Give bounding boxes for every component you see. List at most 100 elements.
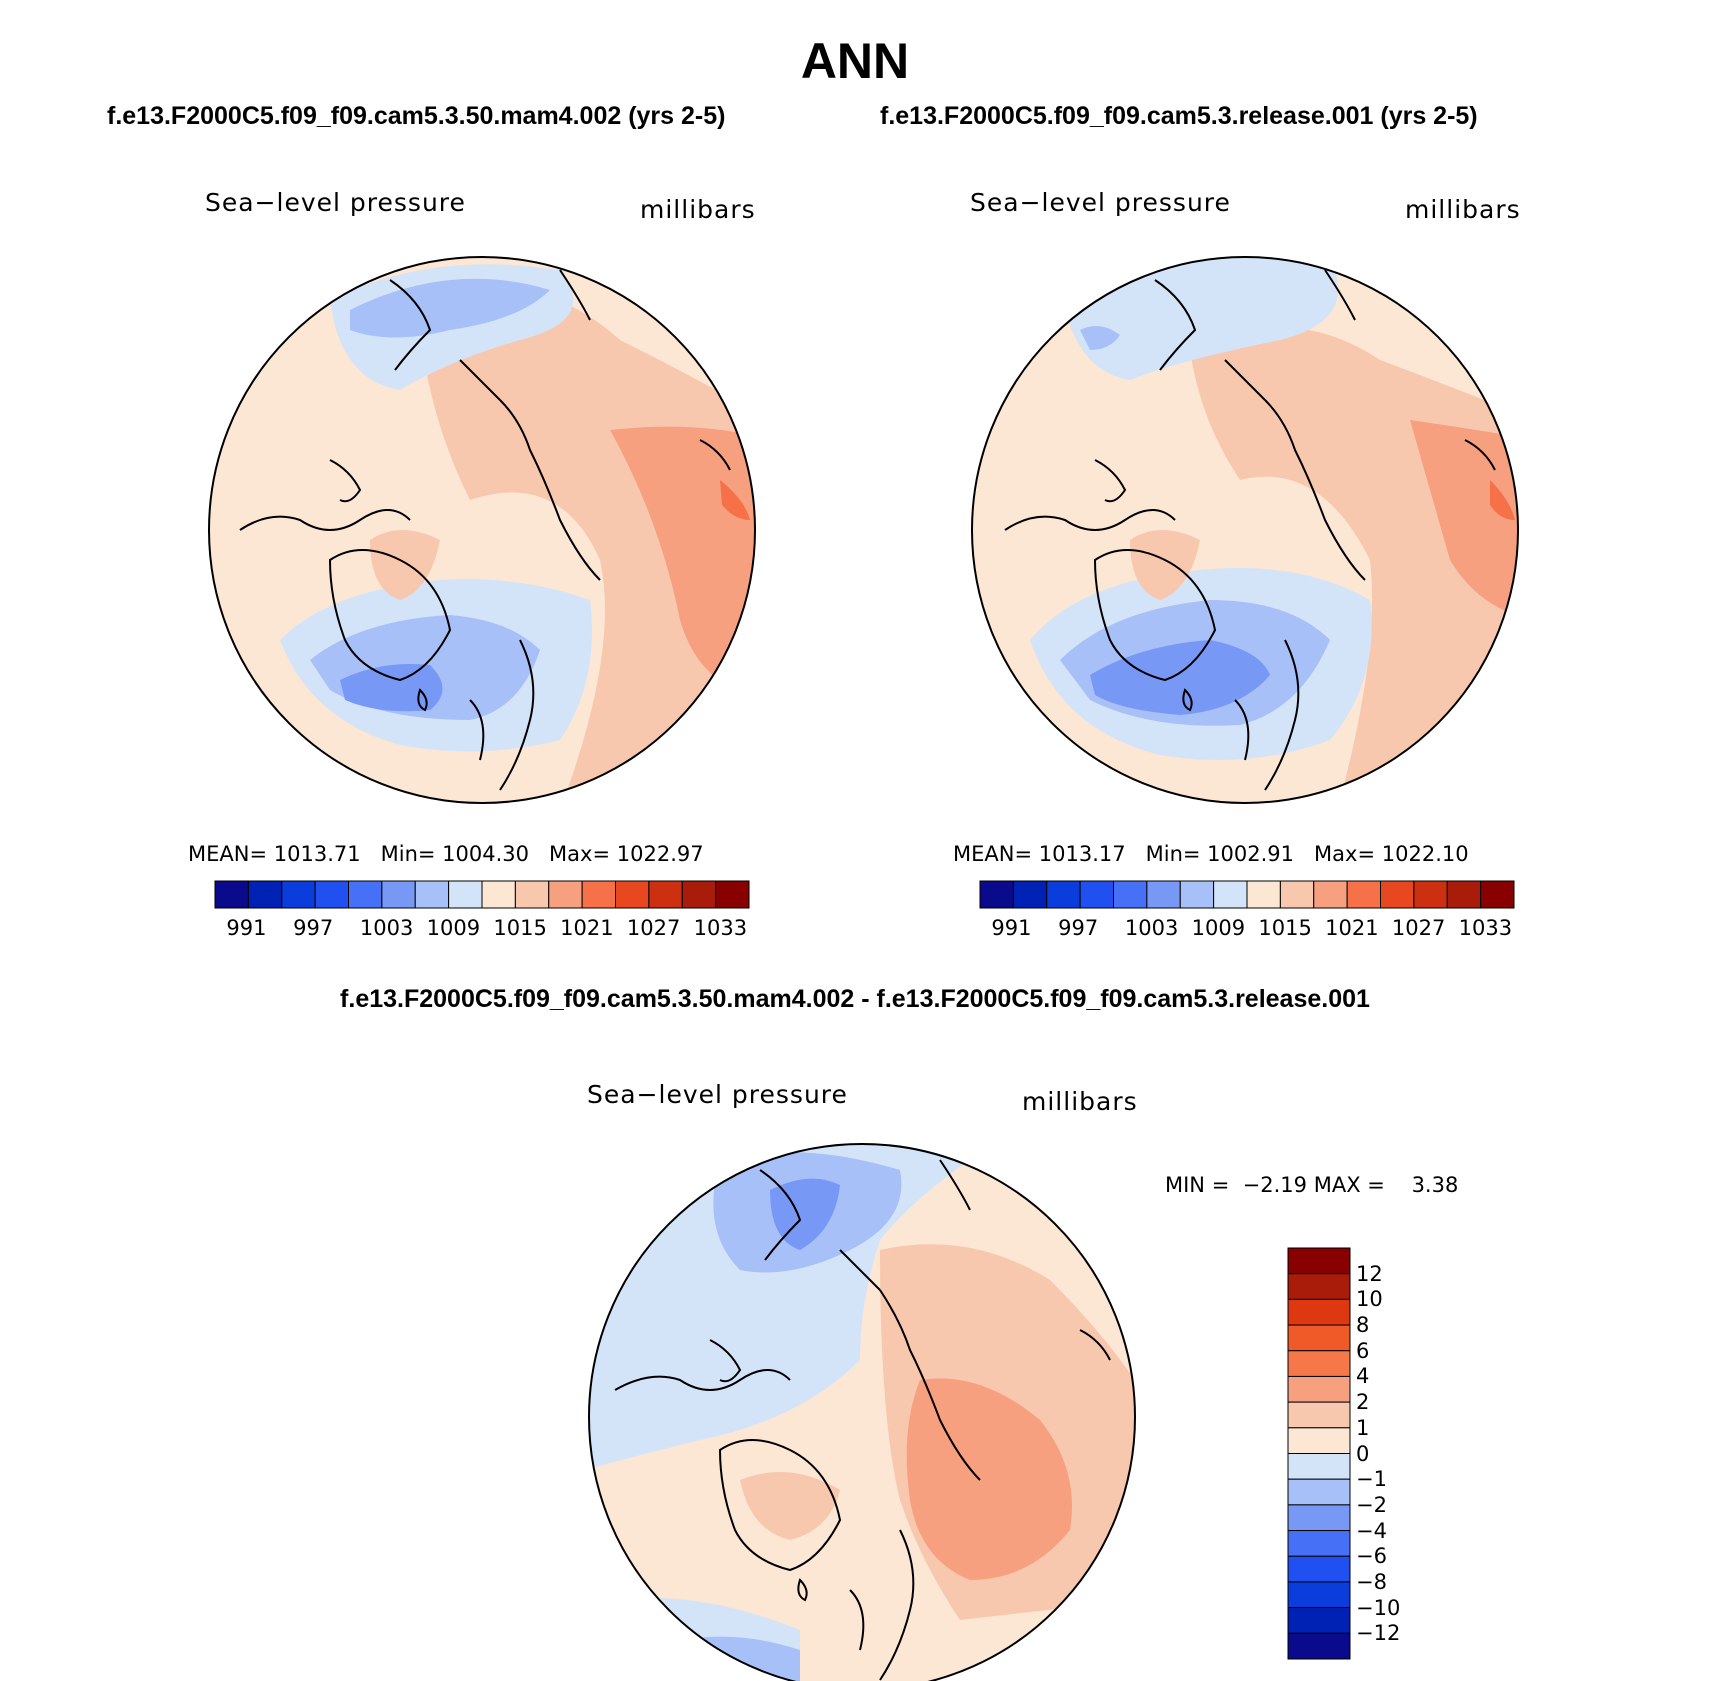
left-colorbar-tick-label: 1021: [560, 916, 614, 940]
right-mean-label: MEAN=: [953, 842, 1033, 866]
left-colorbar-swatch: [514, 880, 550, 909]
diff-min-label: MIN =: [1165, 1173, 1230, 1197]
right-colorbar-tick-label: 991: [991, 916, 1032, 940]
diff-colorbar-swatch: [1287, 1478, 1351, 1506]
right-colorbar-swatch: [979, 880, 1014, 909]
diff-colorbar-tick-label: 6: [1356, 1338, 1370, 1363]
left-colorbar-swatch: [247, 880, 283, 909]
right-min-value: 1002.91: [1207, 842, 1295, 866]
right-colorbar-swatch: [1179, 880, 1215, 909]
left-colorbar-tick-label: 997: [293, 916, 334, 940]
right-colorbar-tick-label: 1009: [1191, 916, 1246, 940]
left-colorbar-tick-label: 1003: [359, 916, 414, 940]
diff-colorbar-tick-label: 8: [1356, 1313, 1370, 1338]
left-max-label: Max=: [549, 842, 611, 866]
right-colorbar-swatch: [1413, 880, 1448, 909]
right-colorbar-swatch: [1246, 880, 1281, 909]
right-colorbar-swatch: [1213, 880, 1248, 909]
difference-map-border: [588, 1143, 1136, 1681]
right-colorbar-swatch: [1313, 880, 1348, 909]
right-colorbar-tick-label: 1033: [1458, 916, 1513, 940]
difference-polar-map: [589, 1144, 1135, 1681]
difference-title: f.e13.F2000C5.f09_f09.cam5.3.50.mam4.002…: [340, 985, 1370, 1013]
diff-colorbar-tick-label: −6: [1356, 1544, 1387, 1569]
diff-max-value: 3.38: [1411, 1173, 1459, 1197]
right-colorbar-swatch: [1079, 880, 1114, 909]
left-colorbar-swatch: [581, 880, 616, 909]
left-colorbar-swatch: [348, 880, 383, 909]
right-polar-map: [972, 257, 1518, 803]
left-colorbar-tick-label: 1009: [426, 916, 481, 940]
diff-colorbar-tick-label: 10: [1356, 1287, 1383, 1312]
left-colorbar-swatch: [414, 880, 450, 909]
left-mean-value: 1013.71: [273, 842, 361, 866]
right-mean-value: 1013.17: [1038, 842, 1126, 866]
left-min-value: 1004.30: [442, 842, 530, 866]
diff-colorbar-swatch: [1287, 1427, 1351, 1454]
right-colorbar-tick-label: 1021: [1325, 916, 1379, 940]
right-colorbar-swatch: [1279, 880, 1315, 909]
diff-variable-label: Sea−level pressure: [587, 1080, 848, 1109]
left-colorbar-swatch: [214, 880, 249, 909]
diff-colorbar-swatch: [1287, 1273, 1351, 1300]
diff-colorbar-swatch: [1287, 1247, 1351, 1275]
right-colorbar-tick-label: 997: [1058, 916, 1099, 940]
diff-colorbar-swatch: [1287, 1555, 1351, 1583]
left-mean-label: MEAN=: [188, 842, 268, 866]
diff-colorbar-swatch: [1287, 1504, 1351, 1532]
right-colorbar-swatch: [1146, 880, 1181, 909]
diff-colorbar-tick-label: −1: [1356, 1467, 1387, 1492]
left-colorbar-tick-label: 991: [226, 916, 267, 940]
right-colorbar-tick-label: 1003: [1124, 916, 1179, 940]
right-colorbar-swatch: [1480, 880, 1515, 909]
diff-colorbar-swatch: [1287, 1530, 1351, 1557]
left-colorbar-swatch: [281, 880, 316, 909]
diff-units-label: millibars: [1022, 1087, 1138, 1116]
right-stats: MEAN= 1013.17 Min= 1002.91 Max= 1022.10: [953, 842, 1469, 866]
diff-colorbar-tick-label: 4: [1356, 1364, 1370, 1389]
left-colorbar-swatch: [548, 880, 583, 909]
left-coastlines: [239, 269, 731, 791]
diff-colorbar-swatch: [1287, 1401, 1351, 1429]
right-colorbar-swatch: [1113, 880, 1148, 909]
diff-colorbar-swatch: [1287, 1350, 1351, 1377]
right-max-label: Max=: [1314, 842, 1376, 866]
diff-colorbar-swatch: [1287, 1453, 1351, 1480]
diff-colorbar-tick-label: −10: [1356, 1595, 1401, 1620]
diff-colorbar-swatch: [1287, 1607, 1351, 1634]
left-colorbar: [214, 880, 750, 909]
right-max-value: 1022.10: [1381, 842, 1469, 866]
diff-coastlines: [614, 1159, 1111, 1681]
left-colorbar-swatch: [715, 880, 750, 909]
left-colorbar-tick-label: 1015: [493, 916, 547, 940]
left-colorbar-swatch: [314, 880, 349, 909]
diff-max-label: MAX =: [1313, 1173, 1385, 1197]
diff-stats: MIN = −2.19 MAX = 3.38: [1165, 1173, 1458, 1197]
left-max-value: 1022.97: [616, 842, 704, 866]
left-colorbar-swatch: [381, 880, 416, 909]
left-colorbar-swatch: [648, 880, 683, 909]
left-colorbar-tick-label: 1033: [693, 916, 748, 940]
left-map-border: [208, 256, 756, 804]
diff-colorbar-tick-label: −4: [1356, 1518, 1387, 1543]
diff-colorbar-swatch: [1287, 1324, 1351, 1352]
left-stats: MEAN= 1013.71 Min= 1004.30 Max= 1022.97: [188, 842, 704, 866]
left-case-title: f.e13.F2000C5.f09_f09.cam5.3.50.mam4.002…: [107, 102, 726, 130]
diff-colorbar-tick-label: −8: [1356, 1569, 1387, 1594]
diff-colorbar-tick-label: 2: [1356, 1390, 1370, 1415]
right-coastlines: [1004, 269, 1496, 791]
figure-title: ANN: [800, 33, 910, 89]
diff-colorbar-swatch: [1287, 1632, 1351, 1660]
left-min-label: Min=: [380, 842, 436, 866]
right-colorbar-swatch: [1012, 880, 1048, 909]
right-case-title: f.e13.F2000C5.f09_f09.cam5.3.release.001…: [880, 102, 1478, 130]
left-colorbar-swatch: [481, 880, 516, 909]
diff-colorbar-swatch: [1287, 1375, 1351, 1403]
diff-colorbar-tick-label: 1: [1356, 1415, 1370, 1440]
diff-colorbar-swatch: [1287, 1298, 1351, 1326]
diff-colorbar-tick-label: 0: [1356, 1441, 1370, 1466]
left-colorbar-swatch: [615, 880, 650, 909]
left-colorbar-swatch: [681, 880, 717, 909]
right-colorbar-swatch: [1046, 880, 1081, 909]
